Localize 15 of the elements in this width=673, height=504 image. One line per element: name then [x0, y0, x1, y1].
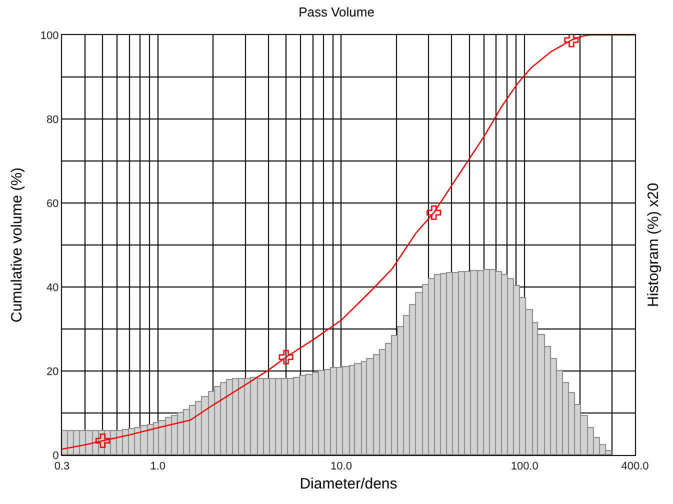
- y-tick-label: 20: [46, 366, 59, 378]
- y2-axis-title: Histogram (%) x20: [645, 182, 662, 307]
- x-tick-label: 10.0: [330, 460, 352, 472]
- x-tick-label: 1.0: [150, 460, 166, 472]
- y-tick-label: 100: [40, 30, 59, 42]
- y-tick-label: 40: [46, 282, 59, 294]
- y-tick-label: 60: [46, 198, 59, 210]
- y-tick-label: 0: [52, 450, 59, 462]
- x-tick-label: 100.0: [510, 460, 538, 472]
- x-tick-label: 400.0: [621, 460, 649, 472]
- y-tick-label: 80: [46, 114, 59, 126]
- x-axis-title: Diameter/dens: [300, 475, 398, 492]
- y-axis-title: Cumulative volume (%): [8, 167, 26, 323]
- x-tick-label: 0.3: [54, 460, 70, 472]
- chart-title: Pass Volume: [298, 4, 374, 20]
